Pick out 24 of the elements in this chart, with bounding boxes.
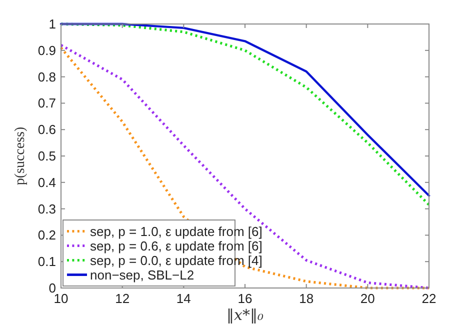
legend-label: non−sep, SBL−L2 (90, 267, 194, 282)
x-tick-label: 18 (299, 291, 314, 306)
legend-label: sep, p = 0.0, ε update from [4] (90, 252, 262, 268)
x-tick-label: 20 (360, 291, 375, 306)
x-tick-label: 16 (238, 291, 252, 306)
y-tick-label: 0.6 (38, 122, 56, 138)
y-tick-label: 0 (48, 280, 56, 296)
y-tick-label: 1 (48, 16, 56, 32)
x-axis-title: ‖x*‖₀ (226, 306, 264, 324)
x-tick-label: 22 (422, 291, 436, 306)
y-axis-title: p(success) (13, 126, 28, 186)
y-tick-label: 0.9 (38, 42, 56, 58)
y-tick-label: 0.2 (38, 228, 56, 243)
x-tick-label: 14 (176, 291, 191, 306)
y-tick-label: 0.4 (38, 174, 56, 190)
x-tick-label: 12 (115, 291, 130, 306)
y-tick-label: 0.7 (38, 96, 56, 111)
y-tick-label: 0.5 (38, 148, 56, 164)
y-tick-label: 0.1 (38, 254, 56, 270)
y-tick-label: 0.8 (38, 69, 56, 84)
legend-label: sep, p = 1.0, ε update from [6] (90, 224, 262, 239)
legend-label: sep, p = 0.6, ε update from [6] (90, 238, 262, 254)
y-tick-label: 0.3 (38, 201, 56, 216)
x-tick-label: 10 (54, 291, 68, 306)
